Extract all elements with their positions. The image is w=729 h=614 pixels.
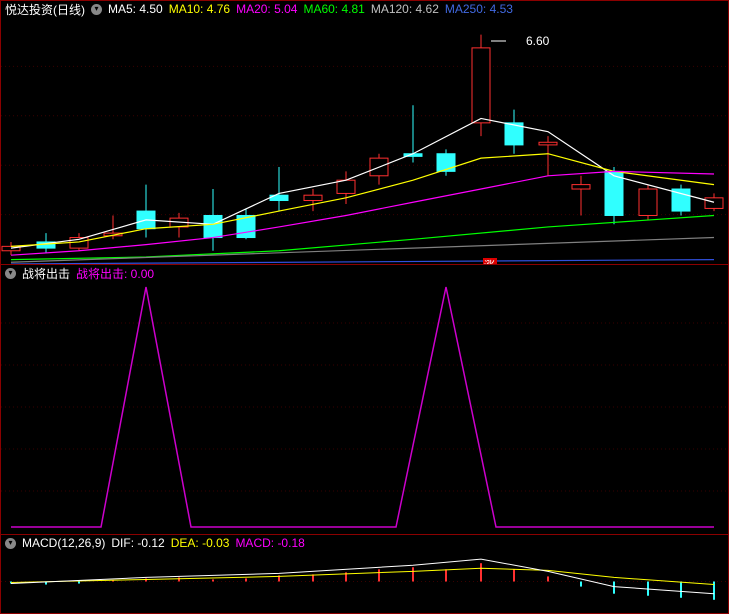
chevron-down-icon[interactable]: ▾ — [5, 268, 16, 279]
indicator-title: 战将出击 — [22, 265, 70, 282]
macd-label: DIF: -0.12 — [111, 536, 164, 550]
macd-title: MACD(12,26,9) — [22, 536, 105, 550]
indicator-chart[interactable] — [1, 281, 728, 533]
indicator-sub: 战将出击: 0.00 — [76, 265, 154, 282]
candlestick-panel[interactable]: 悦达投资(日线) ▾ MA5: 4.50 MA10: 4.76 MA20: 5.04… — [0, 0, 729, 265]
ma-label: MA60: 4.81 — [303, 2, 364, 16]
indicator-header: ▾ 战将出击 战将出击: 0.00 — [1, 265, 728, 281]
stock-title: 悦达投资(日线) — [5, 1, 85, 18]
chevron-down-icon[interactable]: ▾ — [5, 538, 16, 549]
macd-header: ▾ MACD(12,26,9) DIF: -0.12 DEA: -0.03 MACD… — [1, 535, 728, 551]
ma-label: MA250: 4.53 — [445, 2, 513, 16]
svg-text:6.60: 6.60 — [526, 34, 550, 48]
chevron-down-icon[interactable]: ▾ — [91, 4, 102, 15]
macd-label-row: DIF: -0.12 DEA: -0.03 MACD: -0.18 — [111, 536, 310, 550]
macd-label: MACD: -0.18 — [235, 536, 304, 550]
macd-chart[interactable] — [1, 551, 728, 612]
candlestick-chart[interactable]: 6.60 涨 — [1, 17, 728, 264]
macd-label: DEA: -0.03 — [171, 536, 230, 550]
main-header: 悦达投资(日线) ▾ MA5: 4.50 MA10: 4.76 MA20: 5.04… — [1, 1, 728, 17]
macd-panel[interactable]: ▾ MACD(12,26,9) DIF: -0.12 DEA: -0.03 MACD… — [0, 535, 729, 614]
ma-label: MA20: 5.04 — [236, 2, 297, 16]
ma-label: MA120: 4.62 — [371, 2, 439, 16]
ma-label: MA5: 4.50 — [108, 2, 163, 16]
ma-label: MA10: 4.76 — [169, 2, 230, 16]
ma-label-row: MA5: 4.50 MA10: 4.76 MA20: 5.04 MA60: 4.81 M… — [108, 2, 519, 16]
svg-text:涨: 涨 — [484, 259, 495, 264]
indicator-panel[interactable]: ▾ 战将出击 战将出击: 0.00 — [0, 265, 729, 535]
